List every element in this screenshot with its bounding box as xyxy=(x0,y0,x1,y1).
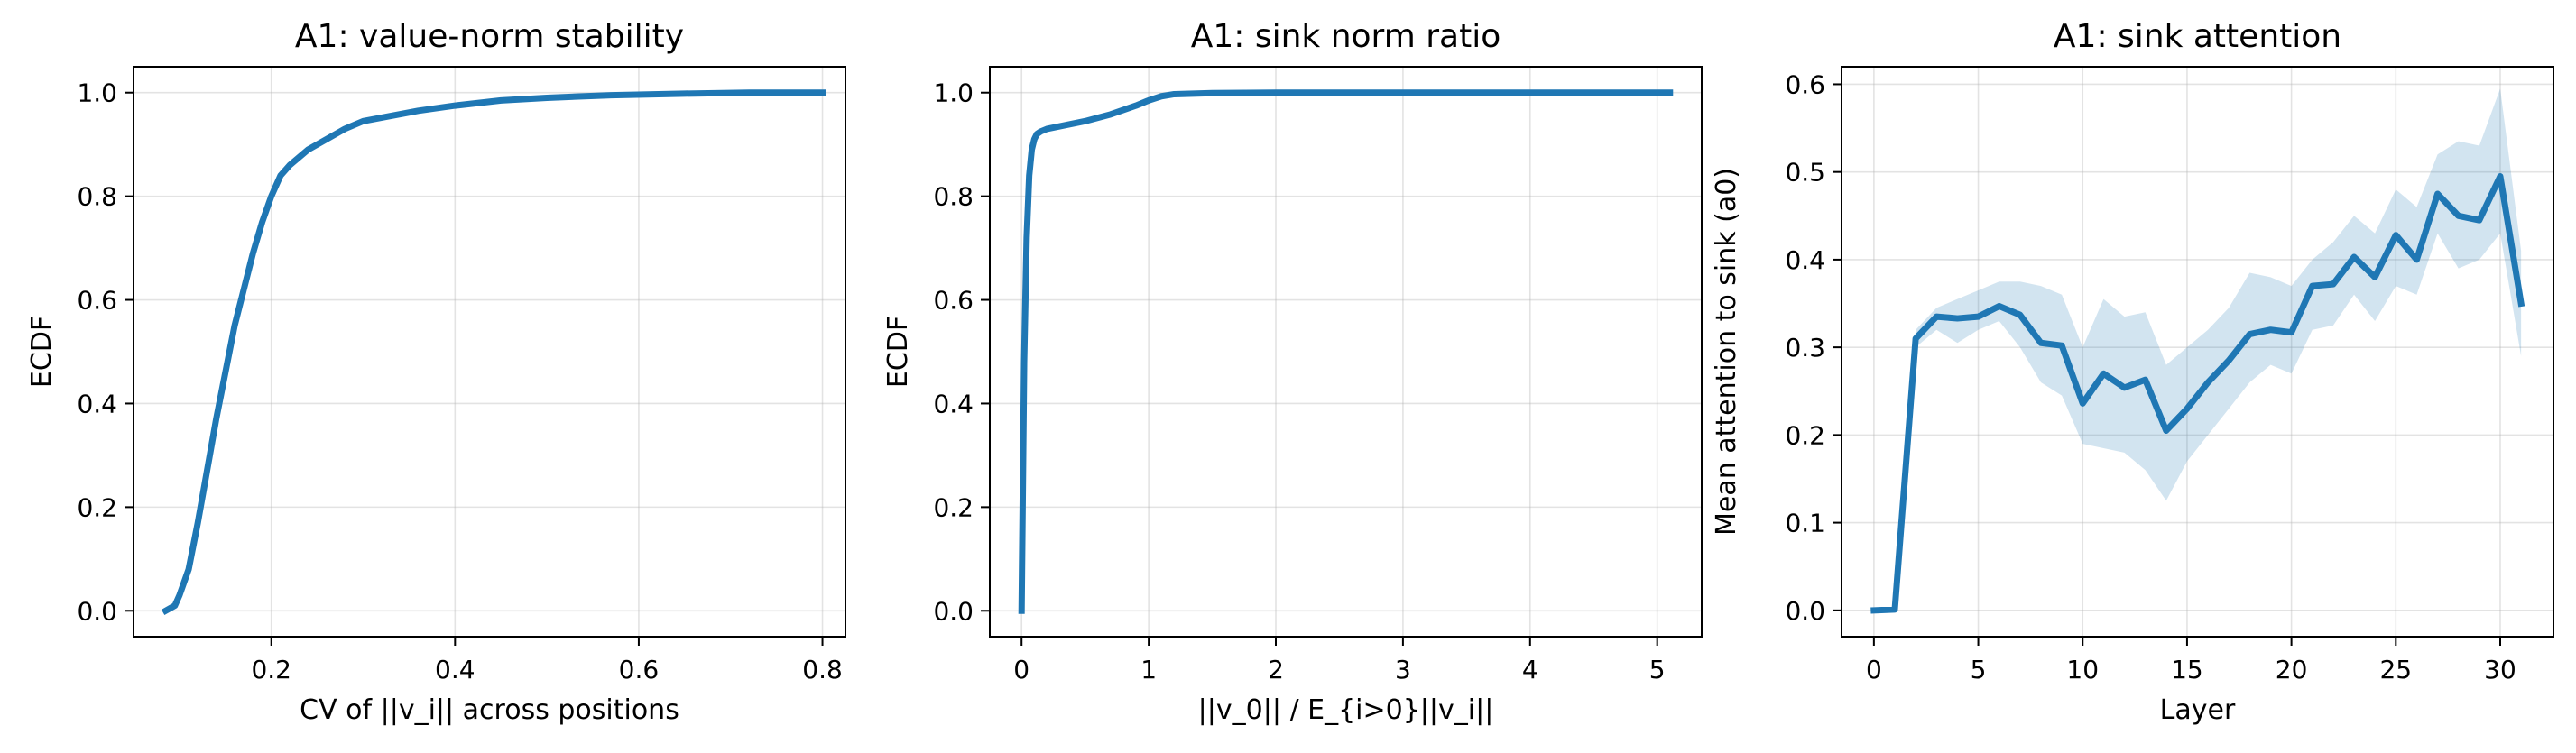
axes-frame xyxy=(133,66,846,638)
y-tick-label: 0.8 xyxy=(77,182,117,212)
x-tick-label: 0.6 xyxy=(619,655,660,684)
x-tick-label: 20 xyxy=(2276,655,2308,684)
y-tick-label: 0.6 xyxy=(1785,69,1825,99)
y-tick-label: 0.5 xyxy=(1785,158,1825,188)
y-tick-label: 0.8 xyxy=(933,182,974,212)
y-tick-label: 0.1 xyxy=(1785,509,1825,538)
y-tick-label: 0.4 xyxy=(933,389,974,418)
y-tick-label: 0.4 xyxy=(77,389,117,418)
y-tick-label: 0.2 xyxy=(933,492,974,522)
y-tick-label: 1.0 xyxy=(933,78,974,108)
x-tick-label: 25 xyxy=(2379,655,2412,684)
y-tick-label: 0.4 xyxy=(1785,245,1825,275)
x-tick-label: 3 xyxy=(1395,655,1411,684)
x-tick-label: 1 xyxy=(1140,655,1157,684)
y-axis-label: Mean attention to sink (a0) xyxy=(1711,168,1742,536)
x-tick-label: 0 xyxy=(1866,655,1882,684)
x-tick-label: 0.8 xyxy=(802,655,843,684)
x-tick-label: 4 xyxy=(1522,655,1538,684)
y-tick-label: 0.6 xyxy=(77,286,117,316)
chart-panel-1: 0.2 0.4 0.6 0.8 0.0 0.2 0.4 0.6 0.8 1.0 A1: value-… xyxy=(26,18,846,726)
x-tick-label: 10 xyxy=(2066,655,2099,684)
series-line-1 xyxy=(1870,173,2525,614)
x-tick-label: 5 xyxy=(1971,655,1987,684)
x-tick-label: 2 xyxy=(1268,655,1284,684)
axes-frame xyxy=(989,66,1703,638)
x-tick-label: 30 xyxy=(2484,655,2516,684)
y-tick-label: 0.2 xyxy=(77,492,117,522)
y-tick-label: 0.0 xyxy=(933,596,974,626)
y-axis-label: ECDF xyxy=(26,316,58,388)
y-tick-label: 0.3 xyxy=(1785,333,1825,363)
chart-panel-2: 0 1 2 3 4 5 0.0 0.2 0.4 0.6 0.8 1.0 A1: sink norm ra… xyxy=(882,18,1703,726)
series-line-1 xyxy=(161,89,826,616)
x-tick-label: 0.4 xyxy=(435,655,475,684)
x-tick-label: 0.2 xyxy=(251,655,291,684)
chart-panel-3: 0 5 10 15 20 25 30 0.0 0.1 0.2 0.3 0.4 0.5 0.6 A1: sin… xyxy=(1711,18,2554,726)
chart-title: A1: sink norm ratio xyxy=(1191,18,1501,55)
x-tick-label: 5 xyxy=(1649,655,1666,684)
series-line-1 xyxy=(1018,89,1674,614)
x-axis-label: CV of ||v_i|| across positions xyxy=(300,694,679,726)
y-tick-label: 0.0 xyxy=(77,596,117,626)
confidence-band xyxy=(1873,88,2522,611)
y-tick-label: 0.2 xyxy=(1785,420,1825,450)
x-tick-label: 0 xyxy=(1013,655,1029,684)
x-tick-label: 15 xyxy=(2171,655,2203,684)
chart-title: A1: value-norm stability xyxy=(295,18,684,55)
y-axis-label: ECDF xyxy=(882,316,914,388)
x-axis-label: ||v_0|| / E_{i>0}||v_i|| xyxy=(1198,694,1494,726)
chart-title: A1: sink attention xyxy=(2054,18,2341,55)
x-axis-label: Layer xyxy=(2160,694,2236,726)
y-tick-label: 1.0 xyxy=(77,78,117,108)
axes-frame xyxy=(1841,66,2554,638)
y-tick-label: 0.6 xyxy=(933,286,974,316)
y-tick-label: 0.0 xyxy=(1785,596,1825,626)
